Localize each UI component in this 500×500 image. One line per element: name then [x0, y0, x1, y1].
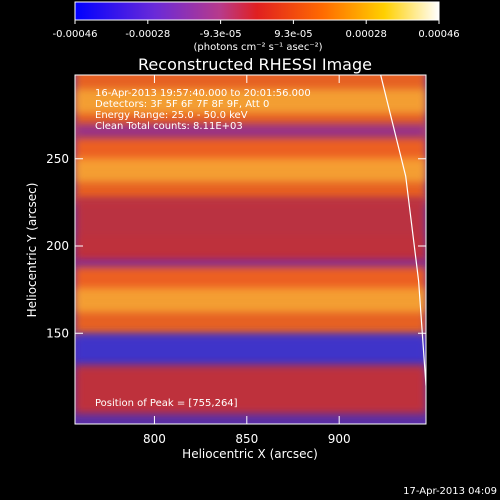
- heatmap-bands: [75, 75, 426, 414]
- x-tick-label-0: 800: [143, 432, 166, 446]
- colorbar: [74, 1, 440, 21]
- y-tick-label-2: 250: [46, 152, 69, 166]
- heatmap-band-core-0: [75, 88, 426, 114]
- colorbar-tick-label-4: 0.00028: [346, 29, 387, 40]
- x-tick-label-1: 850: [235, 432, 258, 446]
- heatmap-band-8: [75, 364, 426, 414]
- y-tick-label-1: 200: [46, 239, 69, 253]
- colorbar-tick-label-1: -0.00028: [125, 29, 170, 40]
- heatmap-band-core-6: [75, 287, 426, 313]
- colorbar-tick-label-5: 0.00046: [418, 29, 459, 40]
- colorbar-tick-label-2: -9.3e-05: [200, 29, 242, 40]
- plot-frame: [74, 74, 427, 425]
- colorbar-ticks: -0.00046 -0.00028 -9.3e-05 9.3e-05 0.00028 0.…: [53, 20, 460, 40]
- colorbar-tick-label-3: 9.3e-05: [274, 29, 312, 40]
- y-axis-label: Heliocentric Y (arcsec): [25, 183, 39, 318]
- annotation-peak-position: Position of Peak = [755,264]: [95, 398, 238, 409]
- footer-timestamp: 17-Apr-2013 04:09: [403, 486, 497, 497]
- colorbar-unit-label: (photons cm⁻² s⁻¹ asec⁻²): [193, 42, 322, 53]
- axis-ticks: 800 850 900 150 200 250: [46, 75, 426, 446]
- heatmap-band-4: [75, 197, 426, 264]
- chart-title: Reconstructed RHESSI Image: [138, 55, 372, 74]
- y-tick-label-0: 150: [46, 326, 69, 340]
- x-axis-label: Heliocentric X (arcsec): [182, 447, 318, 461]
- colorbar-tick-label-0: -0.00046: [53, 29, 98, 40]
- annotation-time-range: 16-Apr-2013 19:57:40.000 to 20:01:56.000: [95, 88, 311, 99]
- annotation-clean-counts: Clean Total counts: 8.11E+03: [95, 121, 243, 132]
- annotation-energy-range: Energy Range: 25.0 - 50.0 keV: [95, 110, 248, 121]
- heatmap-band-core-2: [75, 158, 426, 183]
- annotation-detectors: Detectors: 3F 5F 6F 7F 8F 9F, Att 0: [95, 99, 269, 110]
- x-tick-label-2: 900: [328, 432, 351, 446]
